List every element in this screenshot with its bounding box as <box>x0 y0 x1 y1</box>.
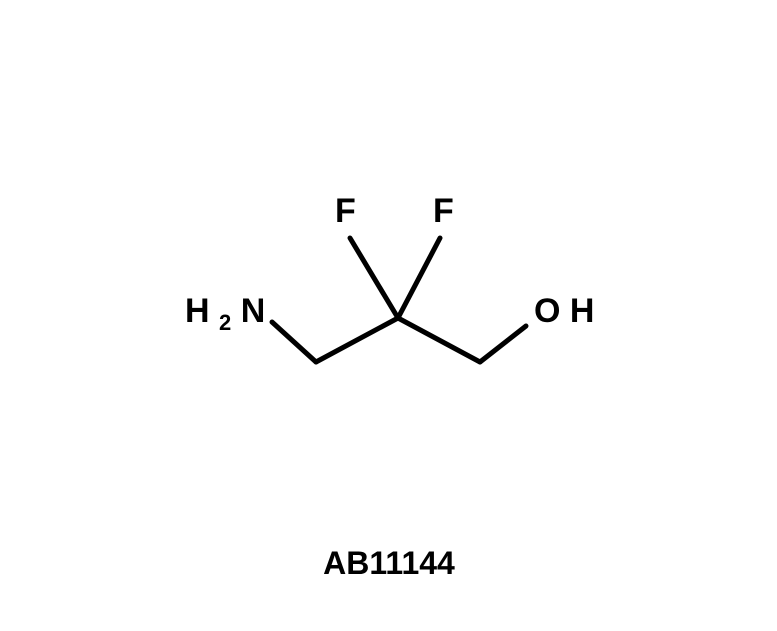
molecule-diagram: H 2 N F F O H AB11144 <box>0 0 777 631</box>
svg-text:H 2 N: H 2 N <box>185 292 265 338</box>
bond-c2-c3 <box>398 318 480 362</box>
label-f-right: F <box>433 192 454 230</box>
nh2-N: N <box>241 292 266 330</box>
bonds-group <box>272 238 526 362</box>
label-nh2: H 2 N <box>185 292 265 338</box>
nh2-sub2: 2 <box>219 310 231 335</box>
bond-c1-c2 <box>316 318 398 362</box>
svg-text:O H: O H <box>534 292 594 330</box>
bond-c2-f1 <box>350 238 398 318</box>
nh2-H: H <box>185 292 210 330</box>
oh-O: O <box>534 292 560 330</box>
caption-text: AB11144 <box>323 545 455 581</box>
bond-n-c1 <box>272 322 316 362</box>
bond-c2-f2 <box>398 238 440 318</box>
label-f-left: F <box>335 192 356 230</box>
label-oh: O H <box>534 292 594 330</box>
bond-c3-o <box>480 326 526 362</box>
oh-H: H <box>570 292 595 330</box>
